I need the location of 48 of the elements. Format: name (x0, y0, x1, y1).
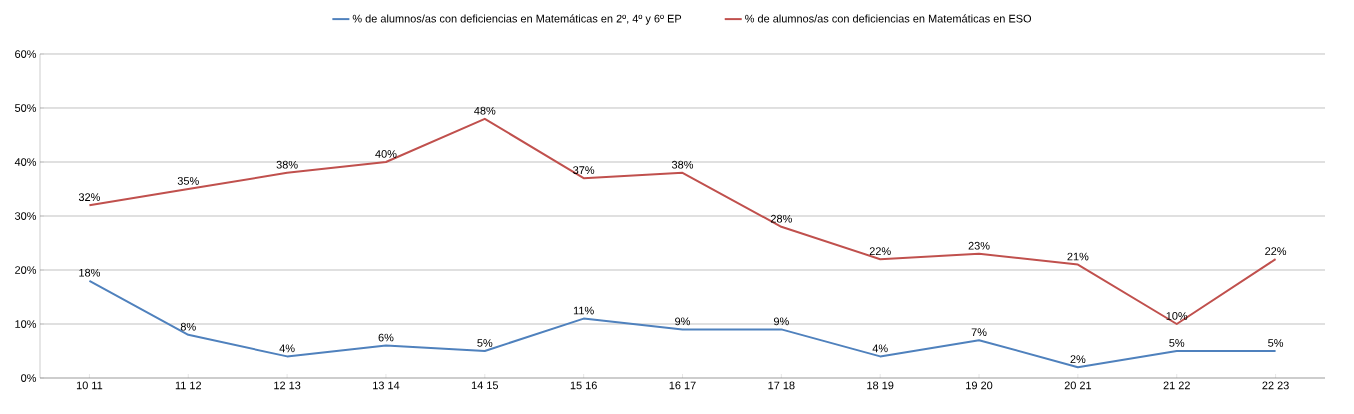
y-tick-label: 60% (15, 50, 37, 58)
x-tick-label: 16 17 (669, 381, 696, 390)
data-label: 9% (675, 317, 691, 326)
y-tick-label: 10% (15, 320, 37, 328)
y-tick-label: 40% (14, 158, 37, 166)
data-label: 9% (773, 317, 789, 326)
data-label: 5% (477, 339, 493, 347)
legend-label: % de alumnos/as con deficiencias en Matemáticas en 2º, 4º y 6º EP (352, 14, 682, 25)
x-tick-label: 21 22 (1163, 381, 1190, 390)
y-tick-label: 30% (14, 212, 37, 220)
data-label: 5% (1169, 339, 1185, 347)
data-label: 8% (180, 322, 196, 331)
y-tick-label: 50% (14, 104, 37, 112)
data-label: 32% (78, 193, 100, 202)
data-label: 4% (279, 344, 295, 353)
data-label: 28% (770, 214, 792, 223)
data-label: 48% (474, 106, 496, 115)
x-tick-label: 12 13 (274, 381, 301, 390)
data-label: 2% (1070, 355, 1086, 363)
data-label: 23% (968, 241, 990, 250)
data-label: 7% (971, 328, 987, 336)
data-label: 40% (375, 150, 397, 158)
x-tick-label: 14 15 (471, 381, 499, 390)
x-tick-label: 13 14 (373, 381, 400, 390)
y-tick-label: 0% (21, 374, 37, 382)
data-label: 5% (1268, 339, 1284, 347)
x-tick-label: 19 20 (966, 381, 993, 390)
data-label: 10% (1166, 312, 1188, 320)
data-label: 38% (276, 160, 298, 169)
x-tick-label: 11 12 (175, 381, 202, 390)
x-tick-label: 22 23 (1262, 381, 1289, 390)
data-label: 35% (177, 177, 199, 185)
x-tick-label: 20 21 (1064, 381, 1092, 390)
x-tick-label: 15 16 (570, 381, 597, 390)
data-label: 6% (378, 333, 394, 342)
y-tick-label: 20% (15, 266, 37, 274)
data-label: 21% (1067, 252, 1089, 261)
x-tick-label: 18 19 (867, 381, 894, 390)
data-label: 38% (671, 160, 694, 169)
data-label: 4% (872, 344, 888, 353)
data-label: 18% (79, 268, 100, 277)
x-tick-label: 17 18 (768, 381, 795, 390)
data-label: 11% (573, 306, 594, 315)
data-label: 22% (869, 247, 891, 255)
data-label: 22% (1265, 247, 1287, 255)
legend-label: % de alumnos/as con deficiencias en Matemáticas en ESO (745, 14, 1032, 23)
data-label: 37% (573, 166, 595, 175)
x-tick-label: 10 11 (76, 381, 103, 390)
